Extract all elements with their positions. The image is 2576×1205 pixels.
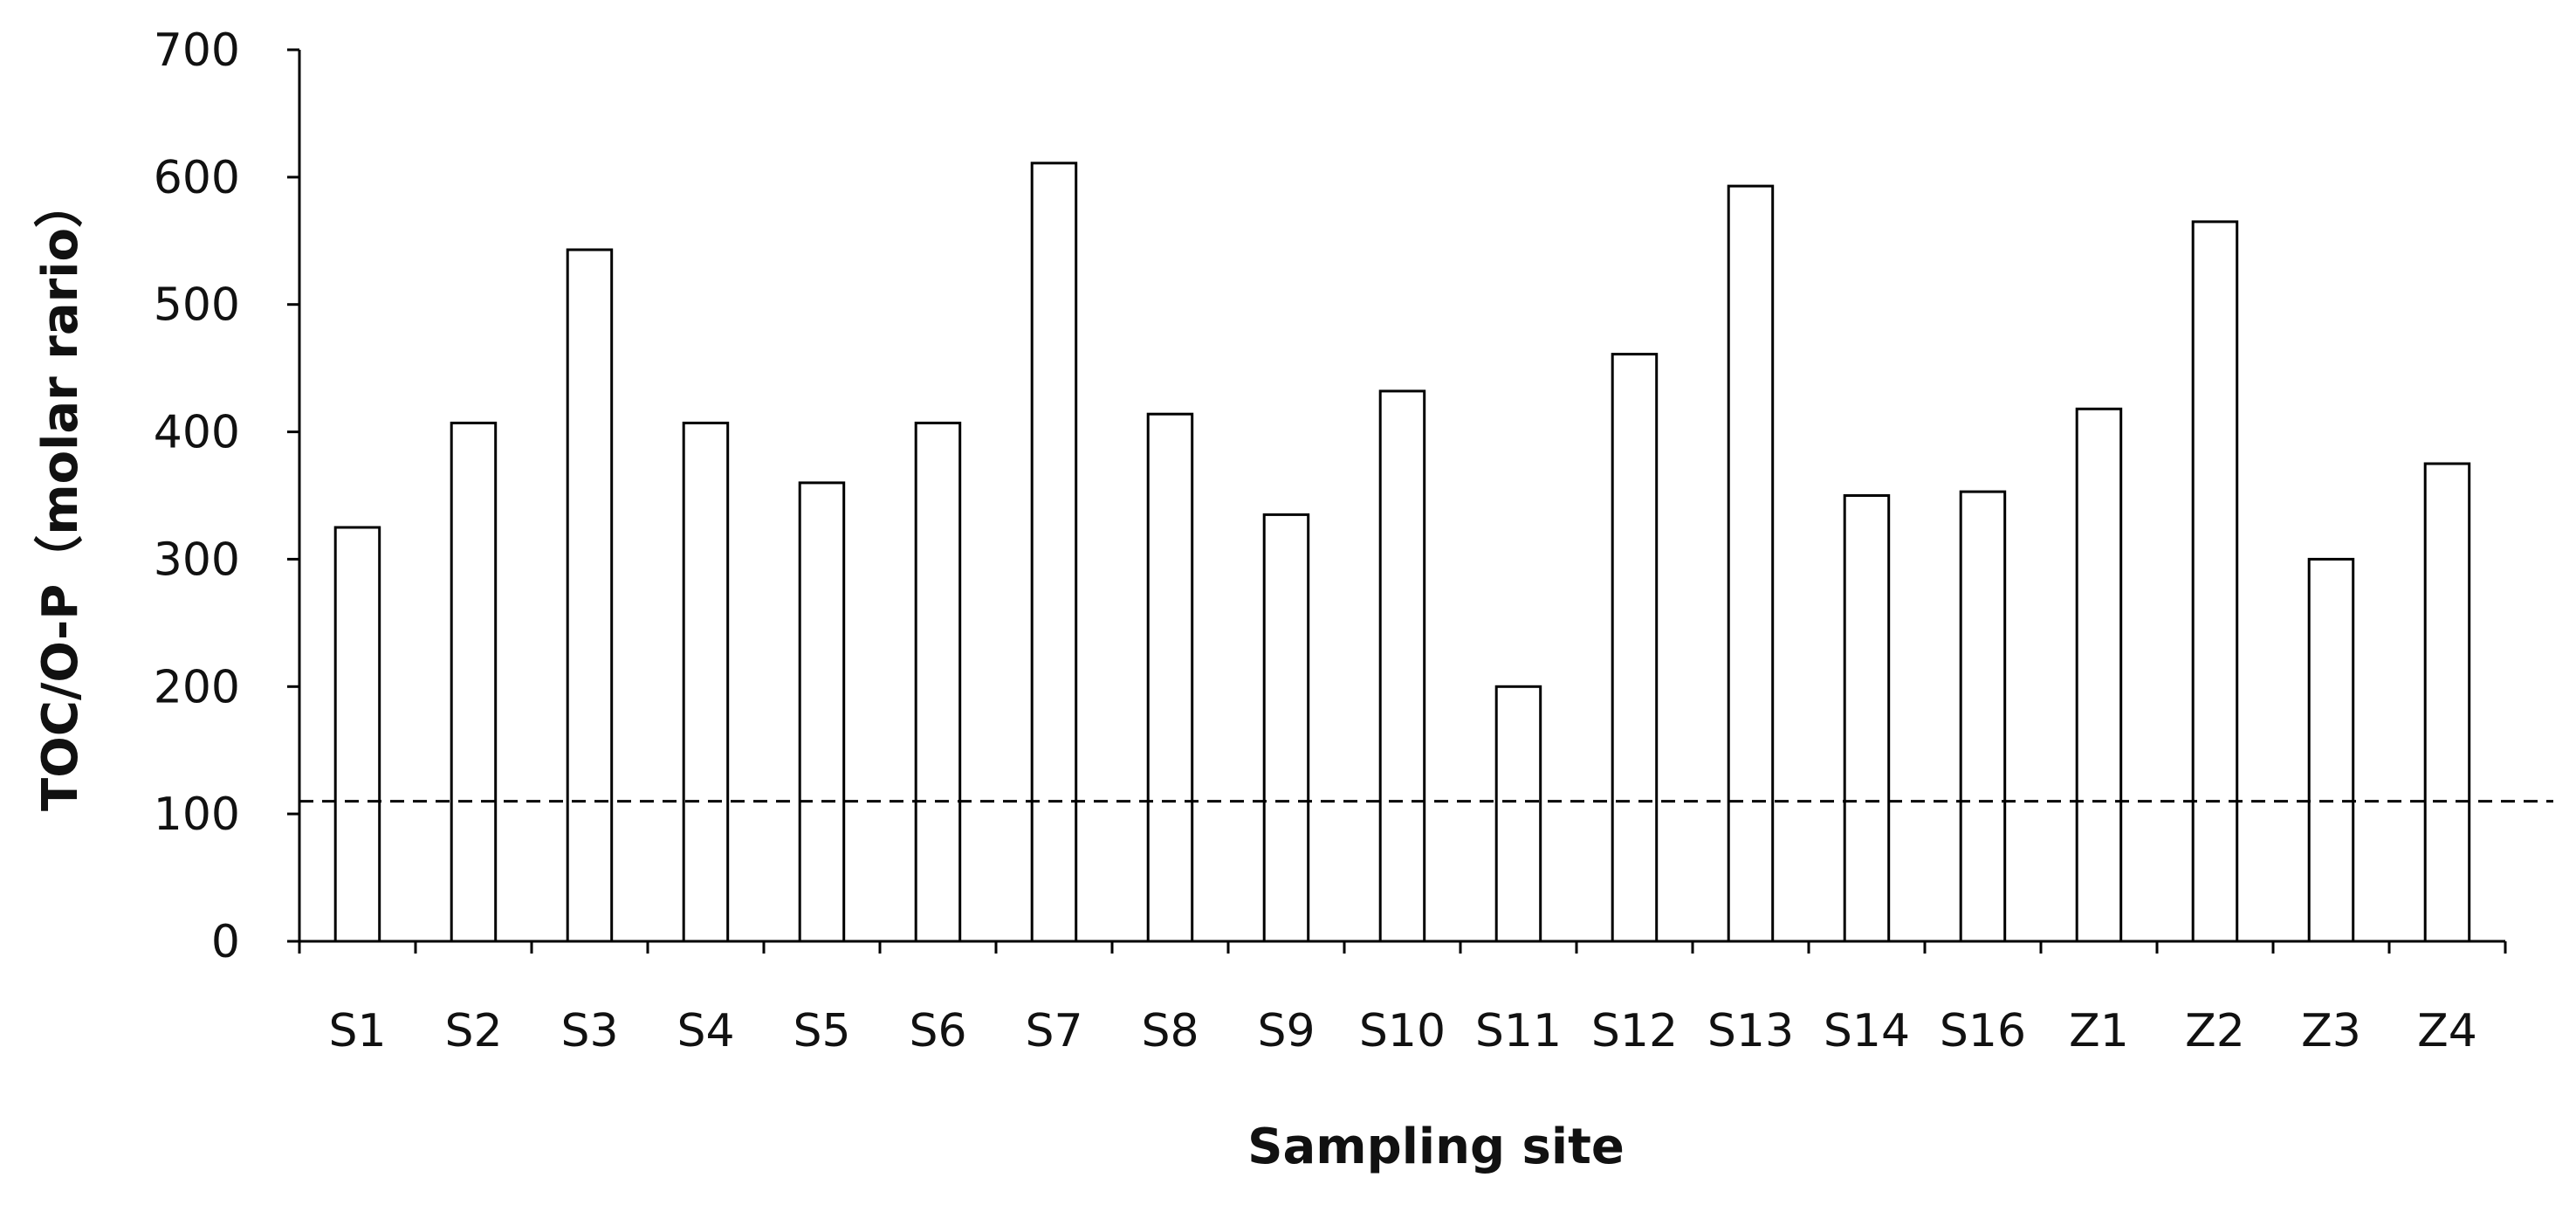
axes	[298, 50, 2505, 943]
x-tick-label: S9	[1257, 1005, 1315, 1057]
y-tick-label: 100	[154, 788, 240, 841]
y-tick-label: 700	[154, 24, 240, 77]
x-tick-label: S5	[793, 1005, 850, 1057]
bar-s2	[450, 421, 498, 943]
bar-s6	[914, 421, 962, 943]
y-tick-label: 500	[154, 279, 240, 332]
y-tick-label: 600	[154, 152, 240, 204]
y-axis-ticks: 0 100 200 300 400 500 600 700	[154, 24, 299, 968]
bar-s5	[798, 481, 846, 943]
x-tick-label: S14	[1824, 1005, 1910, 1057]
x-tick-label: Z4	[2417, 1005, 2477, 1057]
bar-s10	[1378, 389, 1426, 943]
bar-s13	[1727, 184, 1775, 943]
x-tick-label: Z3	[2301, 1005, 2361, 1057]
bar-s1	[333, 526, 381, 943]
x-tick-label: S16	[1940, 1005, 2026, 1057]
bar-s3	[566, 248, 614, 943]
x-tick-label: S1	[328, 1005, 386, 1057]
bar-s8	[1146, 412, 1194, 943]
x-tick-label: S11	[1475, 1005, 1562, 1057]
bar-s14	[1843, 494, 1891, 943]
bar-z3	[2307, 557, 2355, 943]
y-tick-label: 400	[154, 407, 240, 459]
y-tick-label: 200	[154, 661, 240, 713]
x-tick-label: Z2	[2185, 1005, 2245, 1057]
bar-s16	[1959, 490, 2007, 943]
x-tick-label: S4	[677, 1005, 734, 1057]
y-axis-title: TOC/O-P（molar rario）	[32, 179, 89, 811]
bar-z4	[2423, 462, 2471, 943]
bar-s11	[1494, 685, 1542, 943]
x-tick-label: S10	[1359, 1005, 1446, 1057]
x-axis-title: Sampling site	[1247, 1119, 1625, 1175]
x-tick-label: S2	[444, 1005, 502, 1057]
bar-s4	[682, 421, 730, 943]
x-tick-label: Z1	[2069, 1005, 2129, 1057]
bar-z1	[2075, 407, 2123, 943]
bars	[333, 162, 2471, 943]
bar-s9	[1262, 513, 1310, 943]
bar-s7	[1030, 162, 1078, 943]
x-tick-label: S3	[560, 1005, 618, 1057]
x-tick-label: S6	[909, 1005, 966, 1057]
x-axis-ticks: S1 S2 S3 S4 S5 S6 S7 S8 S9 S10 S11 S12 S13 S14 S16 Z1 Z2…	[298, 941, 2507, 1057]
x-tick-label: S13	[1707, 1005, 1794, 1057]
x-tick-label: S8	[1141, 1005, 1199, 1057]
bar-s12	[1611, 353, 1659, 943]
y-tick-label: 0	[211, 916, 240, 968]
bar-z2	[2191, 220, 2239, 943]
y-tick-label: 300	[154, 534, 240, 586]
x-tick-label: S12	[1591, 1005, 1678, 1057]
x-tick-label: S7	[1025, 1005, 1082, 1057]
